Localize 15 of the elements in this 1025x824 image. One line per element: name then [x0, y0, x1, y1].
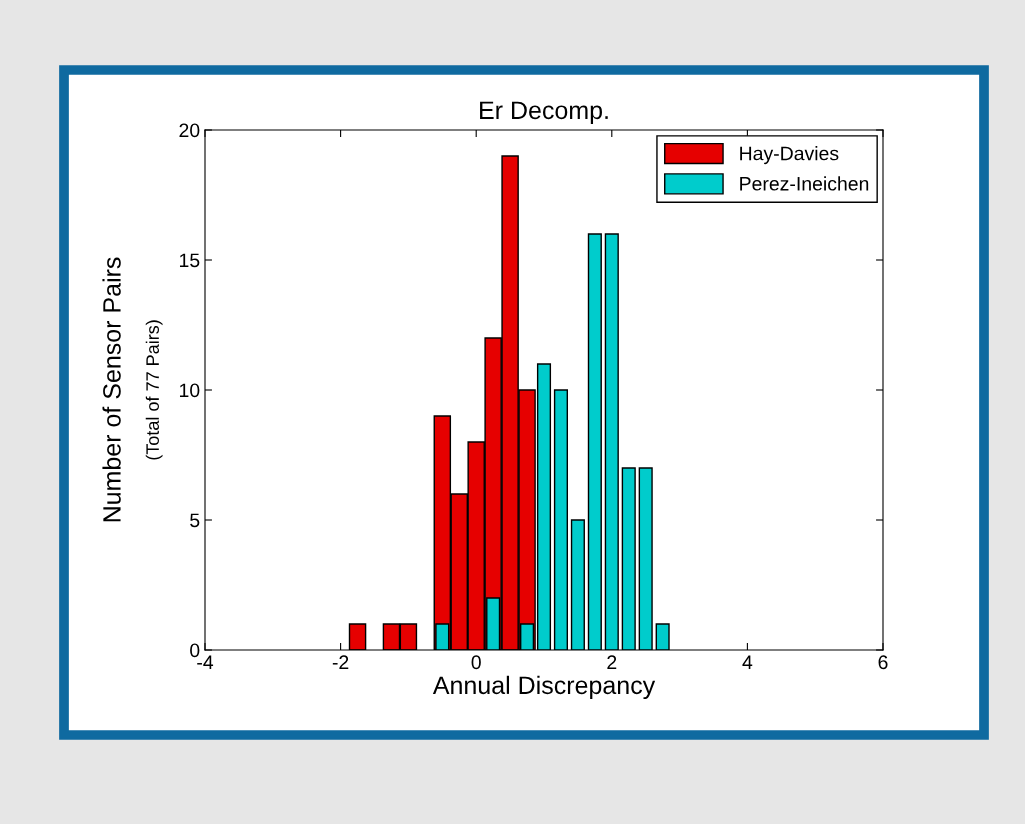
x-tick-label: 4 [742, 655, 753, 669]
legend-label: Perez-Ineichen [740, 176, 869, 191]
legend-label: Hay-Davies [740, 146, 839, 165]
x-tick-label: 0 [471, 655, 481, 670]
chart-title: Er Decomp. [480, 101, 608, 125]
text: (Total of 77 Pairs) [145, 320, 163, 460]
y-tick-label: 10 [180, 383, 200, 398]
x-axis-title: Annual Discrepancy [432, 675, 656, 700]
y-tick-label: 15 [180, 253, 200, 268]
x-tick-label: -2 [332, 655, 349, 669]
y-tick-label: 20 [179, 123, 200, 138]
y-tick-label: 5 [190, 513, 200, 528]
y-axis-title: Number of Sensor Pairs [102, 257, 121, 522]
x-tick-label: 2 [607, 655, 617, 669]
x-tick-label: 6 [878, 655, 888, 670]
